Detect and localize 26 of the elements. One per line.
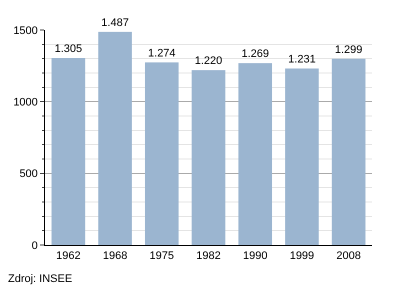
data-label: 1.305 xyxy=(54,42,82,55)
x-tick-label: 1982 xyxy=(196,250,221,262)
x-tick-label: 1975 xyxy=(150,250,174,262)
data-label: 1.269 xyxy=(241,48,269,60)
bar xyxy=(192,70,226,245)
bar xyxy=(285,68,319,245)
bar xyxy=(332,58,366,245)
x-tick-label: 1962 xyxy=(56,250,81,262)
x-tick-label: 1968 xyxy=(102,250,128,262)
data-label: 1.274 xyxy=(148,47,176,60)
bar xyxy=(144,62,179,245)
text: Zdroj: INSEE xyxy=(8,273,72,285)
bar xyxy=(238,63,272,245)
data-label: 1.220 xyxy=(194,55,222,68)
y-tick-label: 1500 xyxy=(13,24,38,37)
y-tick-label: 500 xyxy=(19,168,38,180)
data-label: 1.487 xyxy=(101,16,129,29)
x-tick-label: 1990 xyxy=(242,250,268,262)
bar xyxy=(52,58,86,245)
x-tick-label: 1999 xyxy=(290,250,314,262)
bar xyxy=(98,32,132,245)
y-tick-label: 1000 xyxy=(13,96,38,109)
data-label: 1.231 xyxy=(288,54,316,66)
data-label: 1.299 xyxy=(334,44,362,56)
x-tick-label: 2008 xyxy=(336,250,361,262)
y-tick-label: 0 xyxy=(32,240,38,252)
